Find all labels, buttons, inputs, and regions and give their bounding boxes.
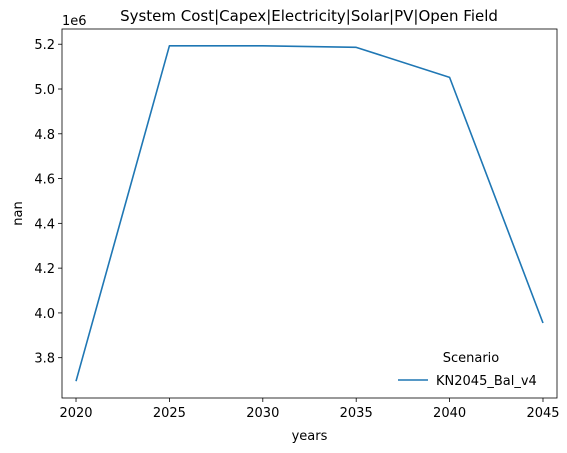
chart-title: System Cost|Capex|Electricity|Solar|PV|O… [120,7,498,25]
x-tick-label: 2020 [59,406,92,421]
y-offset-label: 1e6 [62,14,87,29]
legend-label-kn2045-bal-v4: KN2045_Bal_v4 [436,374,537,389]
x-tick-label: 2035 [340,406,373,421]
plot-frame [61,28,558,399]
y-tick-label: 4.2 [34,262,55,277]
x-tick-label: 2040 [433,406,466,421]
legend: Scenario KN2045_Bal_v4 [398,351,537,389]
y-axis-ticks: 3.8 4.0 4.2 4.4 4.6 4.8 5.0 5.2 [34,38,62,367]
y-tick-label: 4.8 [34,128,55,143]
y-tick-label: 3.8 [34,352,55,367]
series-line-kn2045-bal-v4 [75,44,544,382]
y-axis-title: nan [11,201,26,225]
y-tick-label: 4.4 [34,217,55,232]
x-axis-title: years [292,429,328,444]
x-axis-ticks: 2020 2025 2030 2035 2040 2045 [59,398,560,421]
legend-title: Scenario [443,351,500,366]
y-tick-label: 4.0 [34,307,55,322]
series-layer [75,44,544,382]
y-tick-label: 4.6 [34,173,55,188]
x-tick-label: 2045 [526,406,559,421]
y-tick-label: 5.0 [34,83,55,98]
x-tick-label: 2025 [153,406,186,421]
y-tick-label: 5.2 [34,38,55,53]
x-tick-label: 2030 [246,406,279,421]
